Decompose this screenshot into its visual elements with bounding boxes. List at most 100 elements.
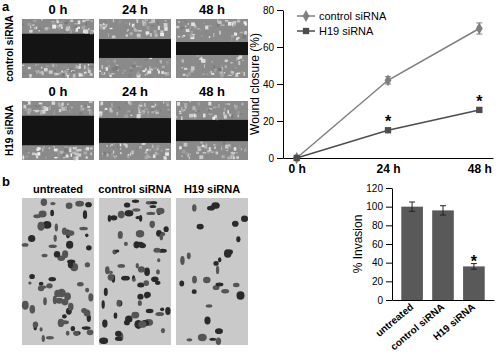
- cell-texture: [106, 154, 108, 157]
- cell-texture: [144, 293, 149, 298]
- cell-texture: [103, 65, 104, 69]
- cell-texture: [233, 283, 240, 287]
- cell-texture: [104, 24, 106, 26]
- cell-texture: [85, 30, 88, 34]
- cell-texture: [167, 102, 169, 105]
- cell-texture: [67, 103, 68, 104]
- cell-texture: [139, 146, 142, 149]
- cell-texture: [161, 150, 163, 152]
- cell-texture: [43, 147, 44, 148]
- cell-texture: [114, 60, 116, 63]
- cell-texture: [241, 215, 248, 222]
- cell-texture: [55, 223, 58, 231]
- cell-texture: [197, 146, 198, 147]
- cell-texture: [28, 67, 31, 69]
- cell-texture: [105, 21, 106, 24]
- cell-texture: [67, 75, 69, 78]
- cell-texture: [33, 64, 35, 66]
- cell-texture: [129, 32, 132, 35]
- cell-texture: [192, 204, 196, 211]
- cell-texture: [153, 248, 160, 253]
- cell-texture: [62, 73, 65, 77]
- cell-texture: [125, 210, 134, 217]
- cell-texture: [86, 147, 89, 150]
- cell-texture: [110, 28, 113, 29]
- cell-texture: [128, 31, 130, 33]
- cell-texture: [219, 31, 221, 35]
- cell-texture: [181, 156, 183, 157]
- cell-texture: [43, 297, 47, 305]
- cell-texture: [144, 20, 148, 21]
- cell-texture: [28, 152, 30, 153]
- cell-texture: [233, 148, 236, 150]
- cell-texture: [183, 103, 187, 107]
- image-background: [22, 198, 94, 345]
- cell-texture: [69, 149, 71, 153]
- cell-texture: [209, 148, 211, 149]
- axis-line: [392, 189, 393, 301]
- tick-label: 24 h: [376, 162, 400, 176]
- cell-texture: [202, 73, 205, 75]
- cell-texture: [221, 147, 222, 151]
- cell-texture: [88, 67, 89, 70]
- cell-texture: [151, 25, 154, 26]
- cell-texture: [42, 254, 48, 258]
- cell-texture: [132, 24, 135, 28]
- cell-texture: [243, 111, 245, 113]
- cell-texture: [39, 211, 47, 218]
- cell-texture: [225, 20, 228, 22]
- cell-texture: [108, 143, 110, 147]
- cell-texture: [107, 26, 108, 28]
- cell-texture: [228, 147, 230, 148]
- cell-texture: [71, 107, 72, 109]
- cell-texture: [202, 59, 205, 63]
- cell-texture: [209, 114, 213, 115]
- cell-texture: [221, 65, 223, 67]
- cell-texture: [88, 28, 90, 30]
- cell-texture: [163, 101, 164, 104]
- cell-texture: [27, 23, 31, 26]
- cell-texture: [54, 70, 55, 72]
- cell-texture: [25, 102, 28, 104]
- cell-texture: [84, 310, 91, 317]
- tick: 24 h: [376, 162, 400, 176]
- cell-texture: [69, 110, 70, 113]
- cell-texture: [114, 156, 116, 158]
- cell-texture: [85, 288, 89, 293]
- point: [294, 155, 300, 161]
- cell-texture: [56, 25, 59, 28]
- cell-texture: [185, 25, 186, 27]
- cell-texture: [64, 30, 66, 31]
- cell-texture: [29, 30, 32, 33]
- cell-texture: [117, 106, 119, 108]
- cell-texture: [46, 336, 54, 339]
- cell-texture: [163, 72, 167, 74]
- cell-texture: [180, 256, 184, 265]
- cell-texture: [151, 106, 154, 107]
- cell-texture: [28, 102, 31, 105]
- cell-texture: [22, 65, 24, 66]
- cell-texture: [66, 241, 73, 249]
- cell-texture: [52, 25, 56, 29]
- cell-texture: [123, 70, 125, 71]
- cell-texture: [61, 153, 62, 154]
- cell-texture: [138, 300, 142, 306]
- cell-texture: [157, 258, 160, 262]
- cell-texture: [190, 31, 193, 34]
- column-header: 24 h: [122, 84, 148, 99]
- cell-texture: [77, 282, 84, 286]
- cell-texture: [102, 155, 103, 156]
- cell-texture: [115, 331, 122, 337]
- cell-texture: [221, 24, 225, 26]
- cell-texture: [36, 65, 38, 68]
- cell-texture: [109, 72, 111, 74]
- cell-texture: [25, 155, 28, 158]
- cell-texture: [124, 320, 130, 326]
- image-background: [99, 198, 171, 345]
- cell-texture: [35, 153, 38, 155]
- cell-texture: [134, 29, 137, 32]
- tick: 0: [268, 153, 283, 164]
- cell-texture: [86, 156, 88, 158]
- cell-texture: [133, 26, 134, 28]
- cell-texture: [46, 283, 52, 288]
